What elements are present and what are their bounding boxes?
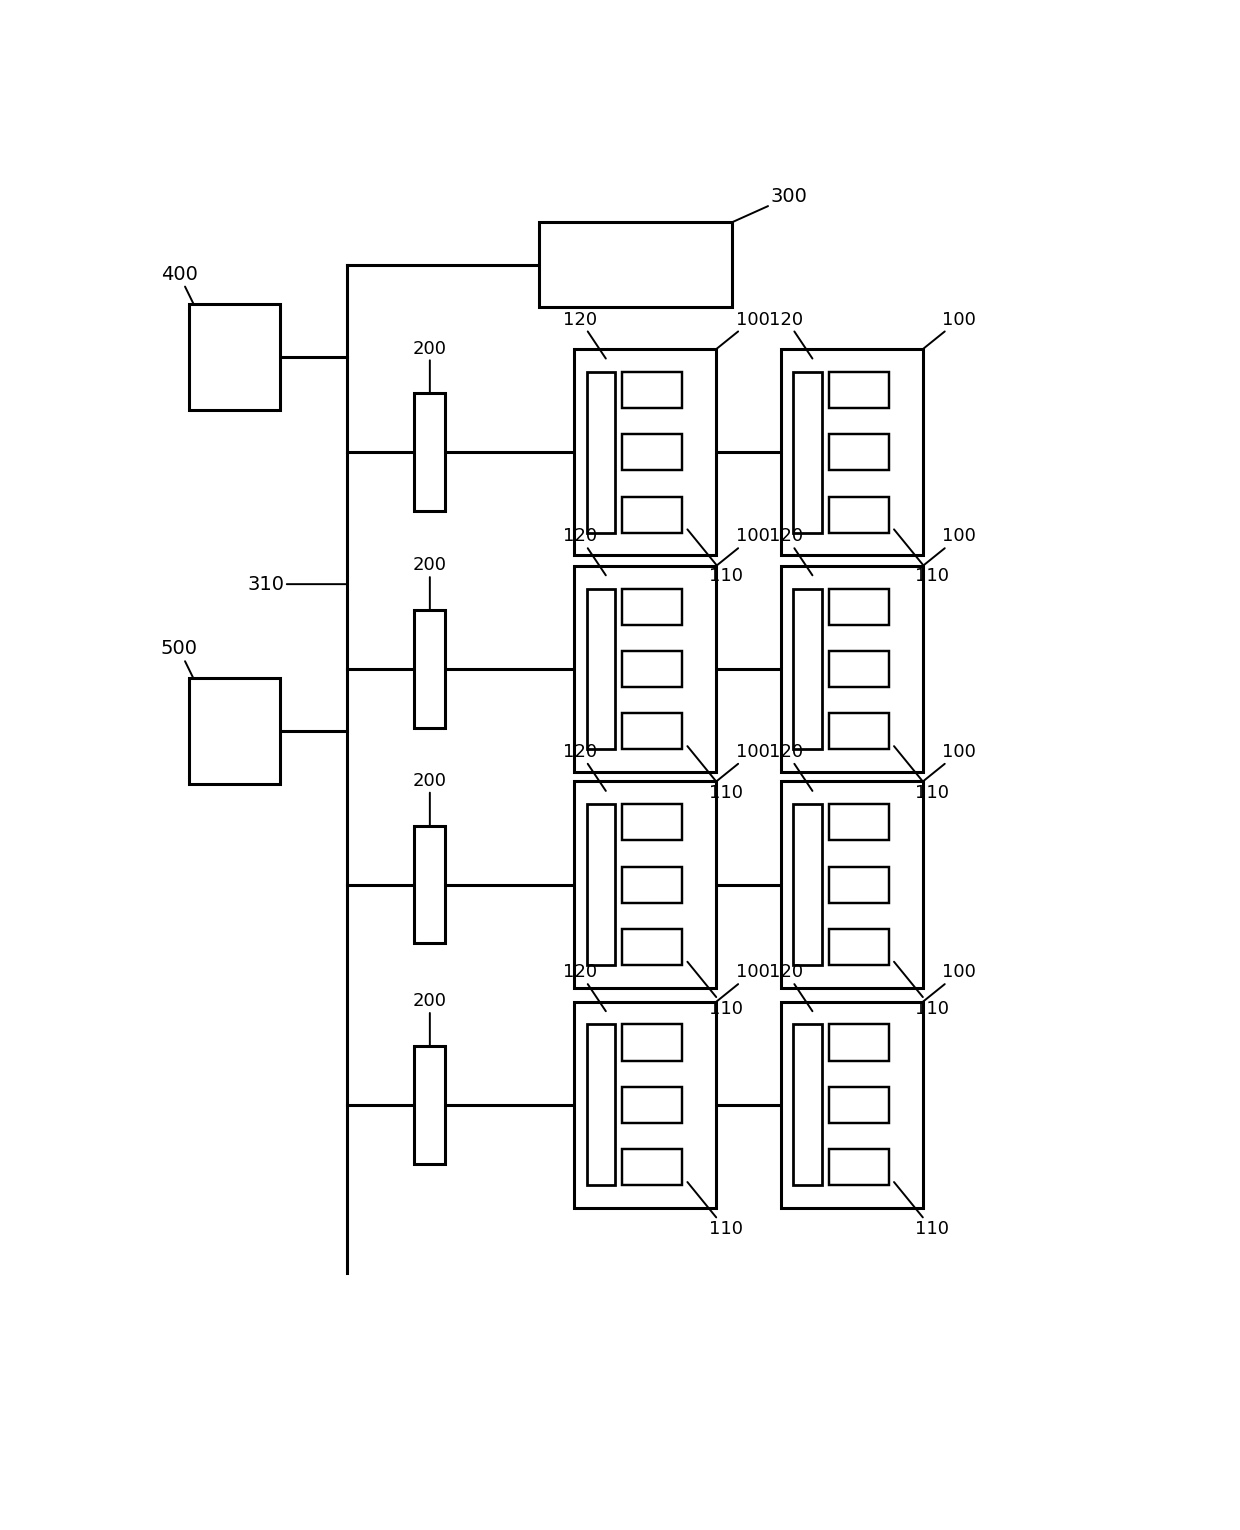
Bar bbox=[414, 826, 445, 944]
Text: 120: 120 bbox=[563, 311, 606, 358]
Text: 110: 110 bbox=[894, 962, 950, 1017]
Bar bbox=[622, 589, 682, 624]
Bar bbox=[622, 1025, 682, 1060]
Bar bbox=[622, 497, 682, 532]
Text: 120: 120 bbox=[770, 964, 812, 1011]
Text: 120: 120 bbox=[563, 528, 606, 575]
Bar bbox=[574, 782, 717, 988]
Text: 110: 110 bbox=[894, 1183, 950, 1238]
Text: 110: 110 bbox=[687, 1183, 743, 1238]
Bar bbox=[794, 589, 822, 750]
Bar bbox=[188, 678, 280, 785]
Bar bbox=[587, 805, 615, 965]
Text: 200: 200 bbox=[413, 773, 446, 826]
Text: 120: 120 bbox=[770, 311, 812, 358]
Text: 120: 120 bbox=[770, 744, 812, 791]
Bar bbox=[830, 866, 889, 903]
Bar bbox=[622, 866, 682, 903]
Text: 100: 100 bbox=[717, 528, 770, 566]
Bar bbox=[622, 372, 682, 409]
Bar bbox=[574, 349, 717, 555]
Bar bbox=[622, 929, 682, 965]
Bar bbox=[830, 497, 889, 532]
Bar bbox=[587, 1025, 615, 1186]
Text: 120: 120 bbox=[563, 744, 606, 791]
Bar bbox=[587, 372, 615, 532]
Text: 310: 310 bbox=[247, 575, 347, 594]
Bar bbox=[830, 650, 889, 687]
Bar bbox=[622, 650, 682, 687]
Bar bbox=[830, 372, 889, 409]
Text: 110: 110 bbox=[894, 747, 950, 802]
Bar bbox=[794, 805, 822, 965]
Text: 110: 110 bbox=[687, 529, 743, 586]
Text: 120: 120 bbox=[770, 528, 812, 575]
Text: 100: 100 bbox=[923, 744, 976, 782]
Bar bbox=[622, 1149, 682, 1186]
Bar bbox=[781, 566, 923, 773]
Bar bbox=[781, 1002, 923, 1209]
Bar bbox=[830, 589, 889, 624]
Text: 400: 400 bbox=[161, 265, 197, 304]
Text: 100: 100 bbox=[717, 744, 770, 782]
Bar bbox=[574, 566, 717, 773]
Bar bbox=[830, 1086, 889, 1123]
Bar bbox=[622, 435, 682, 470]
Text: 300: 300 bbox=[732, 187, 807, 222]
Text: 100: 100 bbox=[923, 528, 976, 566]
Text: 200: 200 bbox=[413, 557, 446, 610]
Bar bbox=[414, 610, 445, 728]
Text: 110: 110 bbox=[687, 962, 743, 1017]
Text: 500: 500 bbox=[160, 640, 197, 678]
Bar bbox=[781, 782, 923, 988]
Text: 110: 110 bbox=[687, 747, 743, 802]
Bar bbox=[830, 435, 889, 470]
Bar bbox=[830, 929, 889, 965]
Bar bbox=[830, 805, 889, 840]
Bar bbox=[622, 1086, 682, 1123]
Bar bbox=[622, 713, 682, 750]
Bar bbox=[587, 589, 615, 750]
Bar bbox=[794, 372, 822, 532]
Text: 110: 110 bbox=[894, 529, 950, 586]
Bar bbox=[781, 349, 923, 555]
Bar bbox=[830, 1149, 889, 1186]
Text: 100: 100 bbox=[717, 964, 770, 1002]
Text: 100: 100 bbox=[923, 964, 976, 1002]
Bar bbox=[188, 304, 280, 410]
Bar bbox=[830, 713, 889, 750]
Text: 100: 100 bbox=[923, 311, 976, 349]
Bar bbox=[414, 1047, 445, 1164]
Bar bbox=[830, 1025, 889, 1060]
Text: 200: 200 bbox=[413, 340, 446, 393]
Bar bbox=[794, 1025, 822, 1186]
Text: 100: 100 bbox=[717, 311, 770, 349]
Bar bbox=[574, 1002, 717, 1209]
Text: 200: 200 bbox=[413, 991, 446, 1047]
Bar bbox=[622, 805, 682, 840]
Text: 120: 120 bbox=[563, 964, 606, 1011]
Bar bbox=[539, 222, 732, 308]
Bar bbox=[414, 393, 445, 511]
